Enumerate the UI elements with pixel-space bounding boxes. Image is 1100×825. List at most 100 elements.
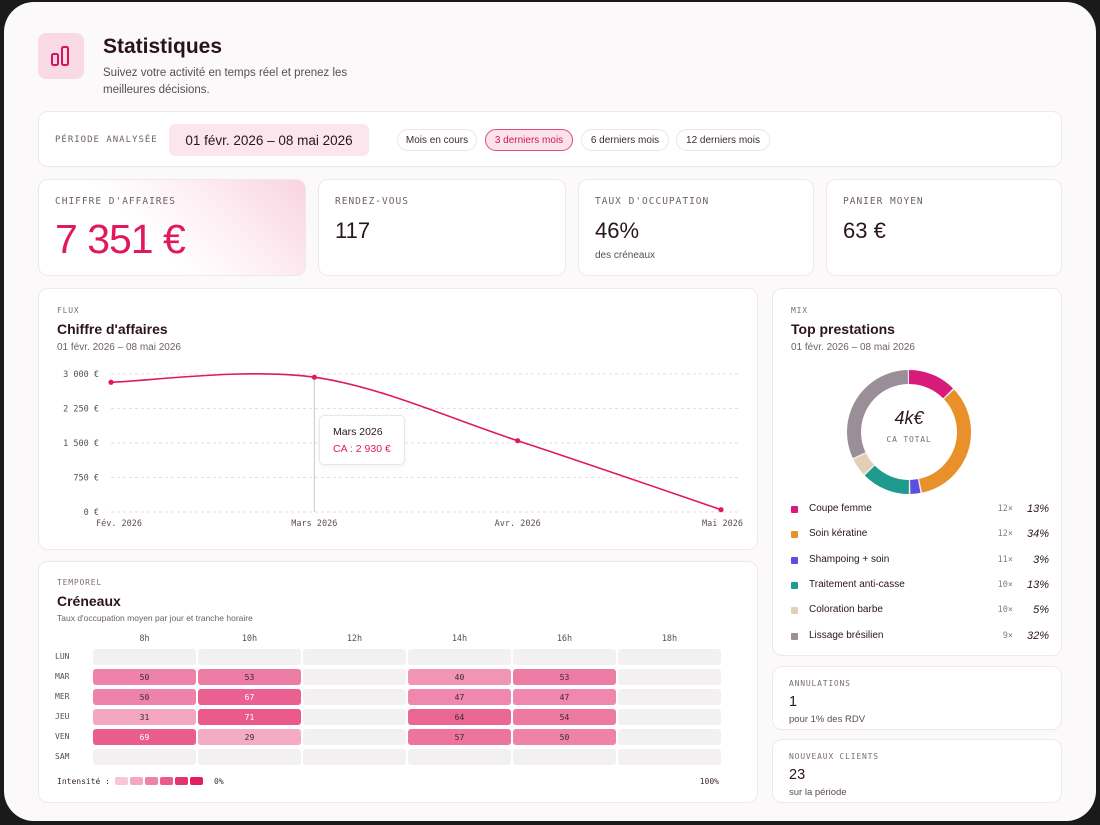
heatmap-cell[interactable] <box>303 709 406 725</box>
date-range-picker[interactable]: 01 févr. 2026 – 08 mai 2026 <box>169 124 369 156</box>
tooltip-value: CA : 2 930 € <box>333 443 391 455</box>
kpi-panier-moyen: Panier moyen 63 € <box>826 179 1062 276</box>
heatmap-cell[interactable]: 50 <box>513 729 616 745</box>
page-subtitle: Suivez votre activité en temps réel et p… <box>103 67 348 96</box>
intensity-max: 100% <box>699 777 719 786</box>
heatmap-cell[interactable] <box>618 729 721 745</box>
data-point[interactable] <box>108 379 114 385</box>
heatmap-cell[interactable] <box>618 749 721 765</box>
mix-subtitle: 01 févr. 2026 – 08 mai 2026 <box>791 342 915 353</box>
legend-percent: 32% <box>1026 629 1049 642</box>
heatmap-cell[interactable] <box>513 749 616 765</box>
chart-title: Chiffre d'affaires <box>57 321 168 337</box>
heatmap-cell[interactable] <box>618 689 721 705</box>
heatmap-cell[interactable]: 53 <box>513 669 616 685</box>
heatmap-cell[interactable] <box>303 749 406 765</box>
revenue-line <box>110 372 722 511</box>
kpi-chiffre-affaires: Chiffre d'affaires 7 351 € <box>38 179 306 276</box>
heatmap-cell[interactable] <box>303 689 406 705</box>
annulations-sub: pour 1% des RDV <box>789 714 866 725</box>
heatmap-cell[interactable]: 40 <box>408 669 511 685</box>
legend-row[interactable]: Coupe femme 12× 13% <box>791 503 1049 517</box>
data-point[interactable] <box>311 374 317 380</box>
donut-slice[interactable] <box>847 370 971 494</box>
legend-name: Soin kératine <box>809 528 868 540</box>
heatmap-cell[interactable]: 57 <box>408 729 511 745</box>
heatmap-cell[interactable] <box>408 749 511 765</box>
new-clients-label: Nouveaux clients <box>789 752 879 761</box>
heatmap-cell[interactable] <box>618 669 721 685</box>
heatmap-cell[interactable] <box>513 649 616 665</box>
heatmap-cell[interactable]: 50 <box>93 669 196 685</box>
top-services-card: Mix Top prestations 01 févr. 2026 – 08 m… <box>772 288 1062 656</box>
heatmap-cell[interactable] <box>408 649 511 665</box>
heatmap-cell[interactable]: 64 <box>408 709 511 725</box>
kpi-label: Panier moyen <box>843 196 924 207</box>
heatmap-cell[interactable]: 54 <box>513 709 616 725</box>
legend-row[interactable]: Coloration barbe 10× 5% <box>791 604 1049 618</box>
heatmap-cell[interactable]: 31 <box>93 709 196 725</box>
heatmap-hour-label: 14h <box>451 634 468 644</box>
chip-6-derniers-mois[interactable]: 6 derniers mois <box>581 129 669 151</box>
legend-percent: 34% <box>1026 528 1049 541</box>
heatmap-cell[interactable]: 50 <box>93 689 196 705</box>
legend-count: 12× <box>997 504 1013 514</box>
heatmap-cell[interactable] <box>93 649 196 665</box>
heatmap-hour-label: 18h <box>661 634 678 644</box>
donut-slice[interactable] <box>847 370 971 494</box>
heatmap-cell[interactable]: 69 <box>93 729 196 745</box>
page-title: Statistiques <box>103 35 223 58</box>
chip-3-derniers-mois[interactable]: 3 derniers mois <box>485 129 573 151</box>
revenue-chart-card: Flux Chiffre d'affaires 01 févr. 2026 – … <box>38 288 758 550</box>
legend-percent: 3% <box>1033 553 1049 566</box>
heatmap-cell[interactable]: 53 <box>198 669 301 685</box>
heatmap-cell[interactable]: 47 <box>408 689 511 705</box>
legend-row[interactable]: Shampoing + soin 11× 3% <box>791 554 1049 568</box>
legend-row[interactable]: Lissage brésilien 9× 32% <box>791 630 1049 644</box>
x-tick-label: Mars 2026 <box>291 519 337 529</box>
heatmap-cell[interactable]: 71 <box>198 709 301 725</box>
heatmap-cell[interactable] <box>93 749 196 765</box>
intensity-swatch <box>190 777 203 785</box>
heatmap-day-label: MAR <box>55 672 70 681</box>
heatmap-cell[interactable]: 47 <box>513 689 616 705</box>
heatmap-cell[interactable] <box>198 649 301 665</box>
legend-row[interactable]: Soin kératine 12× 34% <box>791 528 1049 542</box>
period-label: Période analysée <box>55 135 158 145</box>
y-tick-label: 1 500 € <box>63 439 99 449</box>
chip-12-derniers-mois[interactable]: 12 derniers mois <box>676 129 770 151</box>
legend-count: 9× <box>1002 630 1013 641</box>
data-point[interactable] <box>515 438 521 444</box>
heatmap-cell[interactable] <box>618 649 721 665</box>
heatmap-hour-label: 16h <box>556 634 573 644</box>
heatmap-cell[interactable] <box>303 669 406 685</box>
heatmap-cell[interactable]: 29 <box>198 729 301 745</box>
heatmap-cell[interactable] <box>303 729 406 745</box>
heatmap-cell[interactable] <box>303 649 406 665</box>
heatmap-subtitle: Taux d'occupation moyen par jour et tran… <box>57 613 253 623</box>
legend-swatch <box>791 632 798 640</box>
legend-percent: 13% <box>1026 578 1049 591</box>
annulations-label: Annulations <box>789 679 851 688</box>
legend-count: 12× <box>997 529 1013 540</box>
annulations-card: Annulations 1 pour 1% des RDV <box>772 666 1062 730</box>
chip-mois-en-cours[interactable]: Mois en cours <box>397 129 477 151</box>
kpi-value: 63 € <box>843 218 886 243</box>
donut-center-label: CA total <box>886 435 932 444</box>
heatmap-cell[interactable] <box>618 709 721 725</box>
heatmap-cell[interactable] <box>198 749 301 765</box>
tooltip-title: Mars 2026 <box>333 426 383 438</box>
legend-row[interactable]: Traitement anti-casse 10× 13% <box>791 579 1049 593</box>
revenue-line-chart: 0 € 750 € 1 500 € 2 250 € 3 000 € Fév. 2026 Ma… <box>63 370 743 529</box>
mix-title: Top prestations <box>791 321 895 337</box>
stats-logo <box>38 33 84 79</box>
data-point[interactable] <box>718 507 724 513</box>
kpi-rendez-vous: Rendez-vous 117 <box>318 179 566 276</box>
chart-eyebrow: Flux <box>57 306 80 315</box>
y-tick-label: 2 250 € <box>63 405 99 415</box>
heatmap-day-label: LUN <box>55 652 70 661</box>
services-donut-chart <box>847 370 971 494</box>
heatmap-day-label: SAM <box>55 752 70 761</box>
heatmap-cell[interactable]: 67 <box>198 689 301 705</box>
donut-slice[interactable] <box>847 370 971 494</box>
